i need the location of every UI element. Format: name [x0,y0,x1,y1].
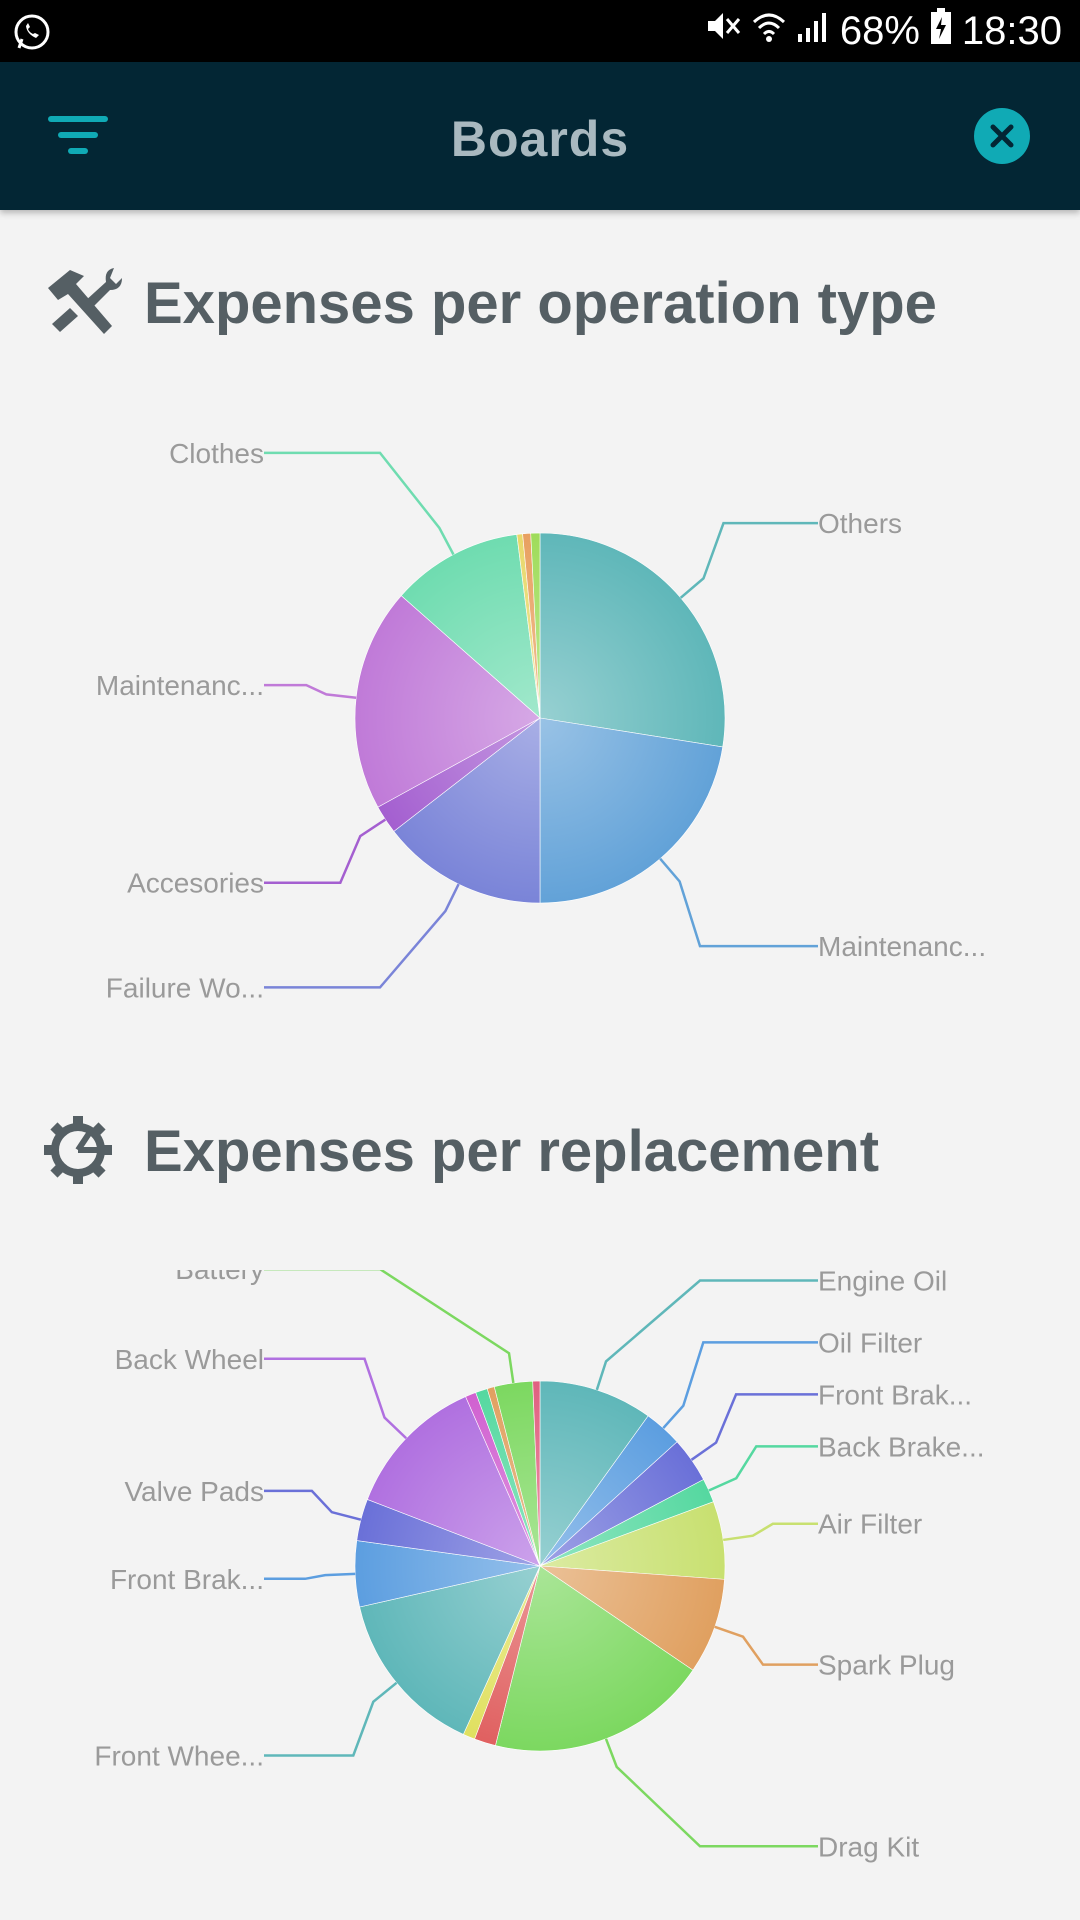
pie-slice-label: Others [818,508,902,539]
close-button[interactable] [974,108,1030,164]
tools-icon [40,264,124,345]
pie-label-connector [264,883,460,989]
replacement-pie-chart: Engine Oil Oil Filter Front Brak... Back Br… [94,1270,985,1862]
section-replacement-header: Expenses per replacement [0,1104,1080,1194]
signal-icon [796,9,830,54]
pie-label-connector [722,1522,818,1542]
pie-label-connector [264,451,455,556]
pie-label-connector [659,857,818,948]
pie-slice-label: Back Brake... [818,1431,985,1462]
gear-icon [40,1112,116,1193]
pie-slice-label: Back Wheel [115,1344,264,1375]
pie-slice-label: Battery [175,1270,264,1285]
pie-slice-label: Air Filter [818,1509,922,1540]
mute-icon [704,7,742,55]
pie-label-connector [708,1445,818,1492]
pie-slice-label: Front Whee... [94,1740,264,1771]
pie-slice-label: Maintenanc... [818,931,986,962]
pie-label-connector [264,1681,398,1757]
pie-slice-label: Front Brak... [818,1379,972,1410]
close-icon [990,124,1014,148]
pie-label-connector [679,521,818,599]
pie-slice-label: Valve Pads [124,1476,264,1507]
section-title: Expenses per operation type [144,271,937,336]
pie-slice[interactable] [539,717,724,904]
wifi-icon [752,9,786,54]
whatsapp-icon [12,12,52,57]
pie-slice-label: Drag Kit [818,1831,919,1862]
pie-label-connector [264,1572,356,1581]
pie-slice-label: Oil Filter [818,1327,922,1358]
pie-label-connector [264,1489,362,1521]
pie-slice[interactable] [539,532,726,748]
pie-label-connector [264,683,357,699]
pie-label-connector [690,1393,818,1461]
section-operation-type-header: Expenses per operation type [0,256,1080,346]
pie-label-connector [662,1341,818,1429]
pie-slice-label: Spark Plug [818,1650,955,1681]
battery-level: 68% [839,8,920,53]
page-title: Boards [450,111,630,167]
pie-label-connector [595,1279,818,1391]
pie-label-connector [264,1270,515,1384]
section-title: Expenses per replacement [144,1119,880,1184]
battery-icon [930,7,952,55]
pie-slice-label: Accesories [127,868,264,899]
pie-slice-label: Clothes [169,438,264,469]
pie-slice-label: Maintenanc... [96,670,264,701]
pie-slice-label: Failure Wo... [106,972,264,1003]
pie-label-connector [604,1738,818,1848]
pie-label-connector [264,1357,408,1440]
app-bar: Boards [0,62,1080,210]
pie-slice-label: Engine Oil [818,1270,947,1297]
status-bar: 68% 18:30 [0,0,1080,62]
filter-menu-icon[interactable] [40,110,116,162]
pie-slice-label: Front Brak... [110,1564,264,1595]
clock: 18:30 [961,8,1062,53]
pie-label-connector [264,818,387,884]
operation-type-pie-chart: Others Maintenanc... Clothes Maintenanc... A… [96,438,986,1004]
pie-label-connector [714,1625,818,1666]
